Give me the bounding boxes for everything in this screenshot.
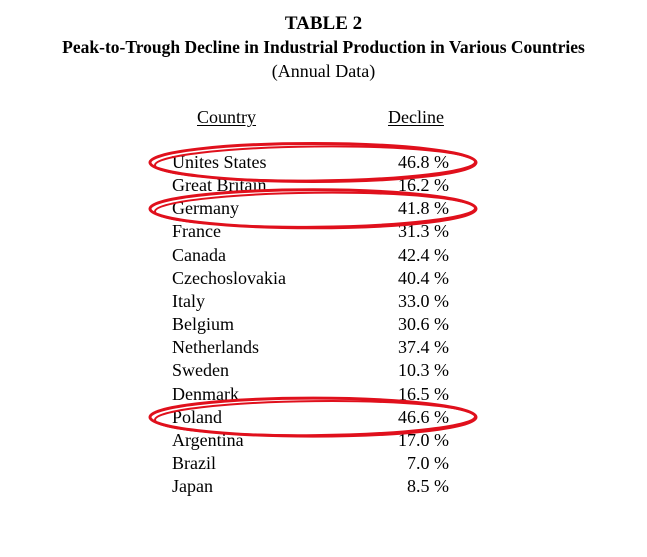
country-cell: Netherlands — [172, 337, 259, 358]
decline-cell: 46.8 % — [398, 152, 449, 172]
table-row: Germany 41.8 % — [0, 197, 647, 220]
country-cell: Unites States — [172, 152, 267, 172]
table-subtitle: (Annual Data) — [271, 61, 376, 81]
column-header-decline: Decline — [388, 107, 444, 127]
table-row: Czechoslovakia 40.4 % — [0, 267, 647, 290]
table-row: Italy 33.0 % — [0, 290, 647, 313]
decline-cell: 16.2 % — [398, 175, 449, 196]
country-cell: Canada — [172, 244, 226, 265]
table-row: Brazil 7.0 % — [0, 452, 647, 475]
decline-cell: 31.3 % — [398, 221, 449, 242]
table-number: TABLE 2 — [284, 13, 363, 34]
decline-cell: 17.0 % — [398, 429, 449, 450]
country-cell: Poland — [172, 406, 223, 427]
table-title: Peak-to-Trough Decline in Industrial Pro… — [62, 37, 585, 57]
table-row: Canada 42.4 % — [0, 244, 647, 267]
table-row: Denmark 16.5 % — [0, 383, 647, 406]
decline-cell: 37.4 % — [398, 337, 449, 358]
decline-cell: 8.5 % — [407, 476, 449, 497]
country-cell: Czechoslovakia — [172, 267, 286, 288]
country-cell: Japan — [172, 476, 213, 497]
decline-cell: 7.0 % — [407, 452, 449, 473]
table-row: Japan 8.5 % — [0, 475, 647, 498]
table-row: France 31.3 % — [0, 220, 647, 243]
country-cell: Belgium — [172, 314, 234, 335]
decline-cell: 10.3 % — [398, 360, 449, 381]
table-row: Sweden 10.3 % — [0, 359, 647, 382]
decline-cell: 40.4 % — [398, 267, 449, 288]
decline-cell: 46.6 % — [398, 406, 449, 427]
table-row: Unites States 46.8 % — [0, 151, 647, 174]
table-row: Poland 46.6 % — [0, 406, 647, 429]
country-cell: France — [172, 221, 221, 242]
country-cell: Brazil — [172, 452, 216, 473]
table-row: Netherlands 37.4 % — [0, 336, 647, 359]
country-cell: Germany — [172, 198, 239, 219]
country-cell: Sweden — [172, 360, 229, 381]
decline-cell: 42.4 % — [398, 244, 449, 265]
country-cell: Argentina — [172, 429, 244, 450]
table-row: Great Britain 16.2 % — [0, 174, 647, 197]
decline-cell: 33.0 % — [398, 290, 449, 311]
decline-cell: 30.6 % — [398, 314, 449, 335]
table-row: Argentina 17.0 % — [0, 429, 647, 452]
decline-cell: 41.8 % — [398, 198, 449, 219]
column-header-country: Country — [197, 107, 257, 127]
country-cell: Italy — [172, 290, 205, 311]
country-cell: Denmark — [172, 383, 239, 404]
decline-cell: 16.5 % — [398, 383, 449, 404]
table-row: Belgium 30.6 % — [0, 313, 647, 336]
country-cell: Great Britain — [172, 175, 267, 196]
